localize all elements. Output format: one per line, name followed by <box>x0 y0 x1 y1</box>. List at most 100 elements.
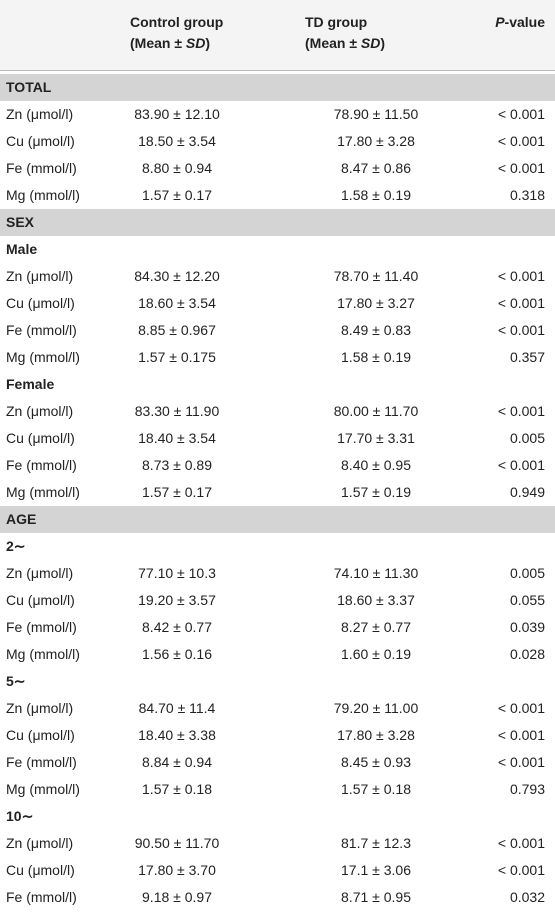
table-cell: 17.70 ± 3.31 <box>337 430 415 446</box>
table-row: Cu (μmol/l) 17.80 ± 3.70 17.1 ± 3.06 < 0.00… <box>0 857 555 884</box>
table-cell: 74.10 ± 11.30 <box>333 565 419 581</box>
table-cell: 0.032 <box>509 889 545 905</box>
table-cell: 0.306 <box>510 911 545 915</box>
subgroup-row: 10∼ <box>0 803 555 830</box>
table-cell: 8.85 ± 0.967 <box>138 322 216 338</box>
table-cell: Mg (mmol/l) <box>6 187 80 203</box>
table-cell: Fe (mmol/l) <box>6 457 77 473</box>
table-cell: Cu (μmol/l) <box>6 295 75 311</box>
table-cell: 1.60 ± 0.19 <box>341 646 411 662</box>
header-text: (Mean ± <box>305 35 361 51</box>
table-cell: 8.73 ± 0.89 <box>142 457 212 473</box>
table-cell: 18.60 ± 3.54 <box>138 295 216 311</box>
subgroup-title: 10∼ <box>6 808 34 824</box>
table-cell: 8.40 ± 0.95 <box>341 457 411 473</box>
table-cell: 1.60 ± 0.19 <box>341 911 411 915</box>
table-cell: 0.028 <box>509 646 545 662</box>
table-row: Fe (mmol/l) 9.18 ± 0.97 8.71 ± 0.95 0.032 <box>0 884 555 911</box>
table-cell: 1.58 ± 0.19 <box>341 187 411 203</box>
table-cell: 18.60 ± 3.37 <box>337 592 415 608</box>
table-cell: Cu (μmol/l) <box>6 727 75 743</box>
table-cell: 8.71 ± 0.95 <box>341 889 411 905</box>
table-cell: 17.80 ± 3.27 <box>337 295 415 311</box>
table-row: Mg (mmol/l) 1.56 ± 0.16 1.60 ± 0.19 0.028 <box>0 641 555 668</box>
table-row: Zn (μmol/l) 84.70 ± 11.4 79.20 ± 11.00 < 0.… <box>0 695 555 722</box>
table-cell: Mg (mmol/l) <box>6 646 80 662</box>
section-row: AGE <box>0 506 555 533</box>
table-cell: < 0.001 <box>497 322 545 338</box>
table-row: Fe (mmol/l) 8.73 ± 0.89 8.40 ± 0.95 < 0.001 <box>0 452 555 479</box>
table-cell: 1.58 ± 0.18 <box>142 911 212 915</box>
table-cell: 18.40 ± 3.38 <box>138 727 216 743</box>
table-cell: 0.357 <box>509 349 545 365</box>
header-text: (Mean ± <box>130 35 186 51</box>
table-row: Cu (μmol/l) 19.20 ± 3.57 18.60 ± 3.37 0.055 <box>0 587 555 614</box>
table-cell: Cu (μmol/l) <box>6 592 75 608</box>
table-cell: 80.00 ± 11.70 <box>333 403 419 419</box>
table-row: Mg (mmol/l) 1.57 ± 0.17 1.57 ± 0.19 0.949 <box>0 479 555 506</box>
table-row: Zn (μmol/l) 77.10 ± 10.3 74.10 ± 11.30 0.00… <box>0 560 555 587</box>
table-cell: Zn (μmol/l) <box>6 835 74 851</box>
header-line: Control group <box>130 14 224 30</box>
table-cell: 1.57 ± 0.18 <box>142 781 212 797</box>
table-row: Mg (mmol/l) 1.57 ± 0.17 1.58 ± 0.19 0.318 <box>0 182 555 209</box>
table-cell: 0.055 <box>509 592 545 608</box>
table-cell: < 0.001 <box>497 727 545 743</box>
table-cell: Fe (mmol/l) <box>6 619 77 635</box>
table-cell: 8.45 ± 0.93 <box>341 754 411 770</box>
table-row: Zn (μmol/l) 84.30 ± 12.20 78.70 ± 11.40 < 0… <box>0 263 555 290</box>
table-cell: 77.10 ± 10.3 <box>138 565 216 581</box>
table-cell: < 0.001 <box>497 133 545 149</box>
table-cell: 81.7 ± 12.3 <box>341 835 411 851</box>
table-cell: Zn (μmol/l) <box>6 106 74 122</box>
table-row: Fe (mmol/l) 8.42 ± 0.77 8.27 ± 0.77 0.039 <box>0 614 555 641</box>
table-cell: < 0.001 <box>497 268 545 284</box>
table-cell: Fe (mmol/l) <box>6 322 77 338</box>
table-cell: 0.793 <box>509 781 545 797</box>
table-row: Zn (μmol/l) 83.90 ± 12.10 78.90 ± 11.50 < 0… <box>0 101 555 128</box>
table-cell: 8.47 ± 0.86 <box>341 160 411 176</box>
section-row: SEX <box>0 209 555 236</box>
table-row: Mg (mmol/l) 1.57 ± 0.18 1.57 ± 0.18 0.793 <box>0 776 555 803</box>
table-cell: Cu (μmol/l) <box>6 430 75 446</box>
table-cell: < 0.001 <box>497 835 545 851</box>
subgroup-row: 2∼ <box>0 533 555 560</box>
table-cell: 0.039 <box>509 619 545 635</box>
table-cell: 8.84 ± 0.94 <box>142 754 212 770</box>
table-header: Control group (Mean ± SD) TD group (Mean… <box>0 0 555 71</box>
header-line: TD group <box>305 14 368 30</box>
table-row: Mg (mmol/l) 1.58 ± 0.18 1.60 ± 0.19 0.306 <box>0 911 555 915</box>
table-cell: Mg (mmol/l) <box>6 781 80 797</box>
table-cell: 18.50 ± 3.54 <box>138 133 216 149</box>
table-cell: Fe (mmol/l) <box>6 889 77 905</box>
table-cell: Zn (μmol/l) <box>6 565 74 581</box>
table-cell: 83.30 ± 11.90 <box>134 403 220 419</box>
table-row: Zn (μmol/l) 90.50 ± 11.70 81.7 ± 12.3 < 0.0… <box>0 830 555 857</box>
table-row: Mg (mmol/l) 1.57 ± 0.175 1.58 ± 0.19 0.357 <box>0 344 555 371</box>
subgroup-row: Female <box>0 371 555 398</box>
subgroup-title: Female <box>6 376 55 392</box>
table-cell: < 0.001 <box>497 160 545 176</box>
table-row: Cu (μmol/l) 18.40 ± 3.54 17.70 ± 3.31 0.005 <box>0 425 555 452</box>
table-cell: 1.57 ± 0.17 <box>142 484 212 500</box>
subgroup-title: Male <box>6 241 38 257</box>
table-cell: 8.27 ± 0.77 <box>341 619 411 635</box>
table-cell: 79.20 ± 11.00 <box>333 700 419 716</box>
table-cell: < 0.001 <box>497 457 545 473</box>
table-cell: Mg (mmol/l) <box>6 911 80 915</box>
table-cell: Cu (μmol/l) <box>6 133 75 149</box>
table-row: Fe (mmol/l) 8.85 ± 0.967 8.49 ± 0.83 < 0.00… <box>0 317 555 344</box>
table-cell: 8.42 ± 0.77 <box>142 619 212 635</box>
table-cell: 1.57 ± 0.19 <box>341 484 411 500</box>
subgroup-title: 2∼ <box>6 538 26 554</box>
table-cell: 8.49 ± 0.83 <box>341 322 411 338</box>
table-cell: Fe (mmol/l) <box>6 160 77 176</box>
control-header: Control group (Mean ± SD) <box>130 12 223 54</box>
table-cell: < 0.001 <box>497 700 545 716</box>
table-cell: 0.318 <box>509 187 545 203</box>
subgroup-row: Male <box>0 236 555 263</box>
table-cell: < 0.001 <box>497 106 545 122</box>
table-cell: 84.70 ± 11.4 <box>138 700 216 716</box>
section-title: AGE <box>6 511 37 527</box>
